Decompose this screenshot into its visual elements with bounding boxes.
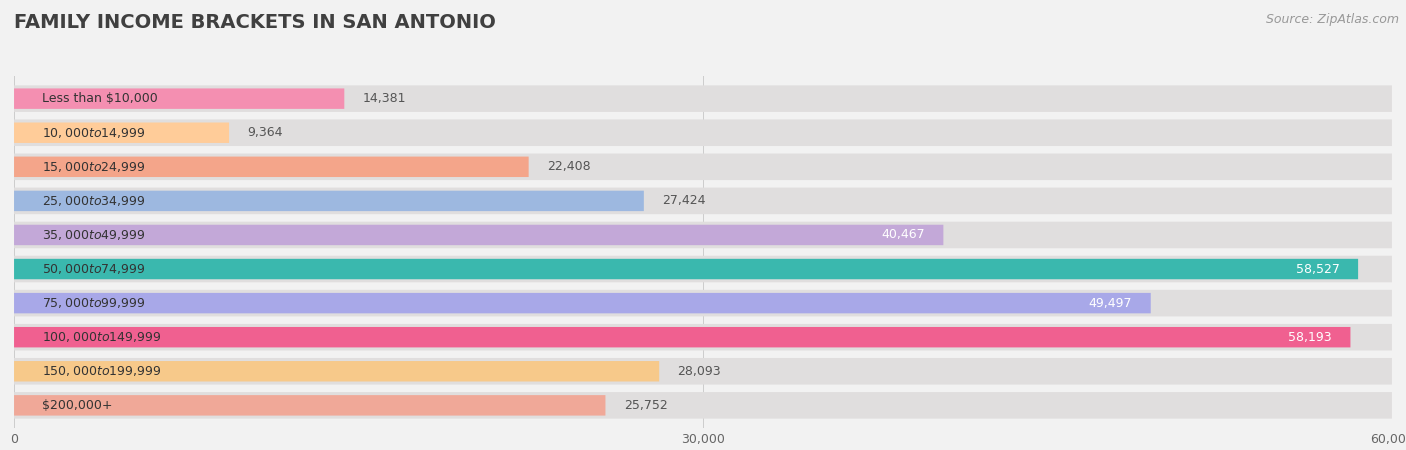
FancyBboxPatch shape xyxy=(14,89,344,109)
FancyBboxPatch shape xyxy=(14,358,1392,385)
Text: 58,527: 58,527 xyxy=(1296,262,1340,275)
FancyBboxPatch shape xyxy=(14,122,229,143)
FancyBboxPatch shape xyxy=(14,153,1392,180)
Text: $100,000 to $149,999: $100,000 to $149,999 xyxy=(42,330,162,344)
FancyBboxPatch shape xyxy=(14,293,1150,313)
FancyBboxPatch shape xyxy=(14,392,1392,418)
FancyBboxPatch shape xyxy=(14,225,943,245)
FancyBboxPatch shape xyxy=(14,119,1392,146)
Text: FAMILY INCOME BRACKETS IN SAN ANTONIO: FAMILY INCOME BRACKETS IN SAN ANTONIO xyxy=(14,14,496,32)
Text: 27,424: 27,424 xyxy=(662,194,706,207)
FancyBboxPatch shape xyxy=(14,86,1392,112)
FancyBboxPatch shape xyxy=(14,188,1392,214)
Text: 9,364: 9,364 xyxy=(247,126,283,139)
Text: $150,000 to $199,999: $150,000 to $199,999 xyxy=(42,364,162,378)
Text: 25,752: 25,752 xyxy=(624,399,668,412)
FancyBboxPatch shape xyxy=(14,324,1392,351)
Text: $50,000 to $74,999: $50,000 to $74,999 xyxy=(42,262,145,276)
FancyBboxPatch shape xyxy=(14,395,606,415)
Text: $25,000 to $34,999: $25,000 to $34,999 xyxy=(42,194,145,208)
Text: 58,193: 58,193 xyxy=(1288,331,1331,344)
Text: 14,381: 14,381 xyxy=(363,92,406,105)
Text: Less than $10,000: Less than $10,000 xyxy=(42,92,157,105)
Text: $75,000 to $99,999: $75,000 to $99,999 xyxy=(42,296,145,310)
FancyBboxPatch shape xyxy=(14,191,644,211)
Text: $200,000+: $200,000+ xyxy=(42,399,112,412)
FancyBboxPatch shape xyxy=(14,256,1392,282)
FancyBboxPatch shape xyxy=(14,327,1350,347)
Text: Source: ZipAtlas.com: Source: ZipAtlas.com xyxy=(1265,14,1399,27)
Text: $35,000 to $49,999: $35,000 to $49,999 xyxy=(42,228,145,242)
FancyBboxPatch shape xyxy=(14,222,1392,248)
Text: 40,467: 40,467 xyxy=(882,229,925,242)
FancyBboxPatch shape xyxy=(14,290,1392,316)
Text: $15,000 to $24,999: $15,000 to $24,999 xyxy=(42,160,145,174)
Text: 22,408: 22,408 xyxy=(547,160,591,173)
FancyBboxPatch shape xyxy=(14,259,1358,279)
Text: 28,093: 28,093 xyxy=(678,365,721,378)
Text: 49,497: 49,497 xyxy=(1088,297,1132,310)
FancyBboxPatch shape xyxy=(14,361,659,382)
Text: $10,000 to $14,999: $10,000 to $14,999 xyxy=(42,126,145,140)
FancyBboxPatch shape xyxy=(14,157,529,177)
